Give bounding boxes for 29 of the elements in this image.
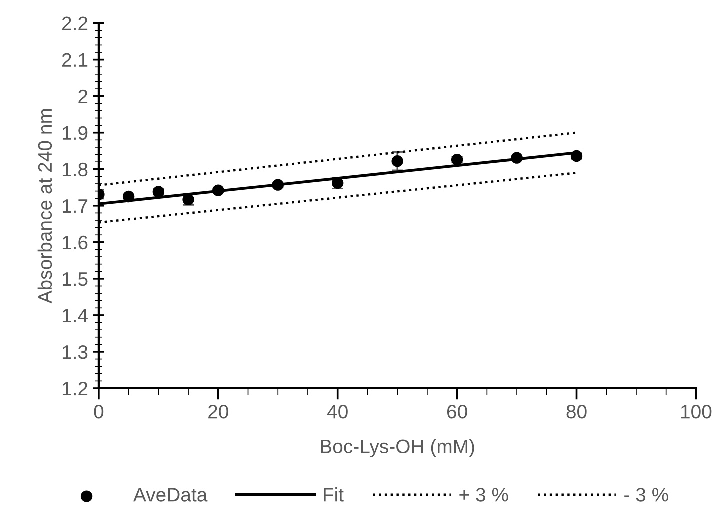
y-tick-label: 1.9 — [62, 126, 88, 140]
point — [392, 156, 404, 168]
x-axis-title: Boc-Lys-OH (mM) — [321, 439, 474, 458]
x-tick-label: 60 — [447, 404, 468, 419]
point — [511, 152, 523, 164]
legend-label: Fit — [324, 488, 344, 502]
y-tick-label: 1.7 — [62, 200, 88, 213]
y-tick-label: 1.2 — [62, 382, 88, 396]
y-tick-label: 2 — [78, 90, 88, 104]
point — [570, 150, 583, 162]
point — [122, 190, 135, 203]
legend-label: - 3 % — [624, 488, 668, 502]
y-tick-label: 1.4 — [62, 309, 88, 323]
y-tick-label: 1.3 — [62, 345, 88, 360]
x-tick-label: 80 — [566, 404, 587, 419]
point — [212, 184, 224, 196]
y-tick-label: 2.1 — [62, 53, 88, 67]
legend-label: AveData — [133, 488, 208, 502]
x-tick-label: 20 — [208, 404, 228, 419]
x-tick-label: 100 — [681, 404, 712, 419]
y-axis-title: Absorbance at 240 nm — [38, 109, 52, 304]
x-tick-label: 40 — [327, 404, 348, 419]
point — [272, 179, 284, 191]
y-tick-label: 2.2 — [62, 16, 88, 30]
y-tick-label: 1.8 — [62, 162, 88, 177]
y-tick-label: 1.6 — [62, 236, 88, 250]
legend-label: + 3 % — [460, 488, 508, 502]
x-tick-label: 0 — [94, 404, 104, 419]
y-tick-label: 1.5 — [62, 272, 88, 286]
